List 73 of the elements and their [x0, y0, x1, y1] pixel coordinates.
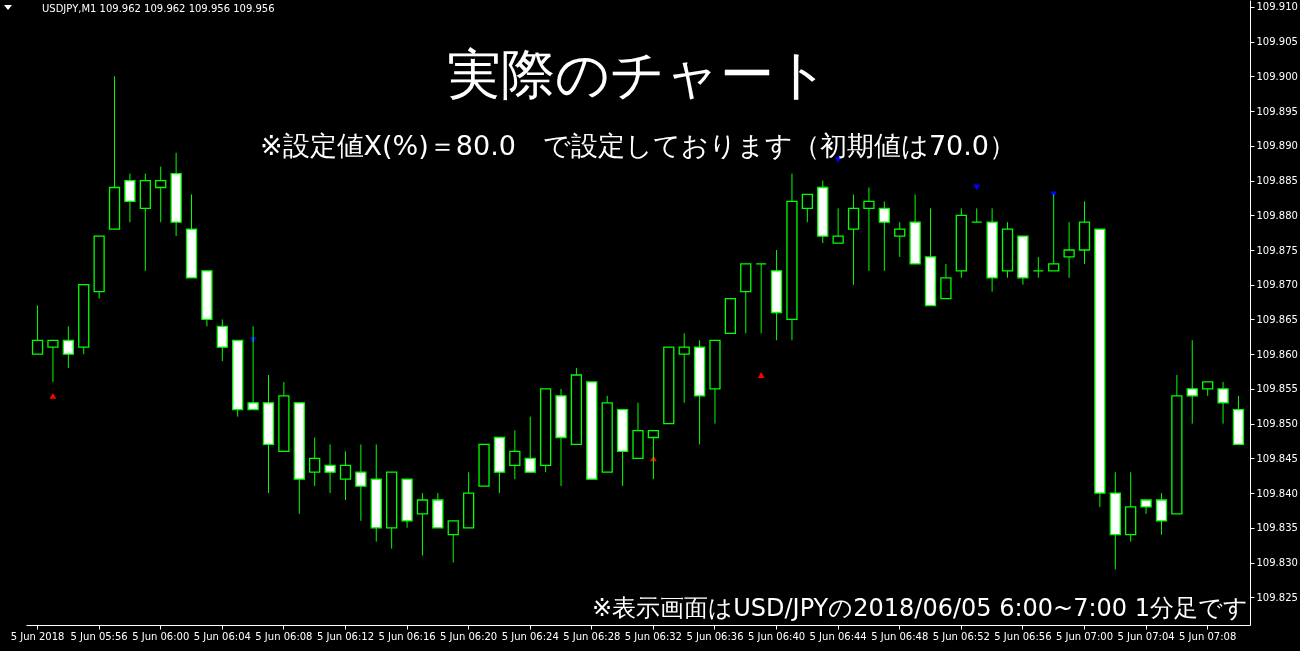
y-tick-label: 109.865 [1256, 313, 1298, 325]
y-tick-label: 109.835 [1256, 522, 1298, 534]
y-tick-label: 109.850 [1256, 418, 1298, 430]
candlestick [1217, 381, 1229, 425]
point [49, 392, 57, 399]
y-tick-label: 109.890 [1256, 140, 1298, 152]
x-tick-label: 5 Jun 06:24 [501, 630, 559, 642]
candlestick [47, 339, 59, 383]
candlestick [940, 263, 952, 300]
candlestick [339, 450, 352, 501]
x-tick-label: 5 Jun 07:00 [1055, 630, 1114, 642]
y-tick-label: 109.860 [1256, 348, 1298, 360]
x-tick-label: 5 Jun 06:56 [994, 630, 1052, 642]
candlestick [447, 520, 459, 563]
candlestick [324, 443, 336, 494]
x-tick-label: 5 Jun 06:40 [747, 630, 806, 642]
y-tick-label: 109.870 [1256, 279, 1298, 291]
x-tick-label: 5 Jun 06:36 [686, 630, 744, 642]
candlestick [524, 416, 536, 473]
text: ※設定値X(%)＝80.0 で設定しております（初期値は70.0） [259, 130, 1017, 161]
y-tick-label: 109.880 [1256, 209, 1298, 221]
candlestick [1063, 221, 1075, 279]
candlestick [801, 193, 814, 223]
candlestick [847, 193, 860, 286]
x-tick-label: 5 Jun 07:08 [1179, 630, 1237, 642]
x-tick-label: 5 Jun 06:32 [624, 630, 682, 642]
y-tick-label: 109.905 [1256, 36, 1298, 48]
x-tick-label: 5 Jun 05:56 [70, 630, 128, 642]
point [757, 372, 765, 378]
candlestick [1155, 492, 1168, 536]
candlestick [124, 173, 136, 223]
y-tick-label: 109.895 [1256, 105, 1298, 117]
x-tick-label: 5 Jun 06:08 [255, 630, 313, 642]
x-tick-label: 5 Jun 06:28 [563, 630, 621, 642]
y-tick-label: 109.855 [1256, 383, 1298, 395]
y-tick-label: 109.830 [1256, 557, 1298, 568]
candlestick [755, 263, 767, 334]
y-tick-label: 109.825 [1256, 591, 1298, 603]
candlestick [832, 207, 844, 244]
x-tick-label: 5 Jun 06:04 [193, 630, 251, 642]
y-tick-label: 109.900 [1256, 70, 1298, 82]
candlestick [355, 443, 367, 522]
candlestick [62, 325, 74, 369]
x-tick-label: 5 Jun 06:52 [932, 630, 990, 642]
annotation: ※表示画面はUSD/JPYの2018/06/05 6:00~7:00 1分足です [592, 594, 1248, 622]
candlestick [878, 200, 890, 272]
candlestick [894, 221, 906, 258]
candlestick [309, 437, 321, 487]
annotation: USDJPY,M1 109.962 109.962 109.956 109.956 [42, 3, 275, 14]
candlestick [863, 187, 875, 272]
candlestick [1186, 339, 1198, 425]
x-tick-label: 5 Jun 06:16 [378, 630, 436, 642]
candlestick [216, 318, 228, 362]
y-tick-label: 109.875 [1256, 244, 1298, 256]
candlestick [971, 207, 983, 223]
x-tick-label: 5 Jun 06:44 [809, 630, 867, 642]
x-tick-label: 5 Jun 2018 [10, 630, 65, 642]
candlestick [509, 430, 521, 480]
y-tick-label: 109.885 [1256, 175, 1298, 187]
y-tick-label: 109.845 [1256, 452, 1298, 464]
candlestick [416, 492, 429, 557]
text: 実際のチャート [447, 43, 829, 106]
y-tick-label: 109.840 [1256, 487, 1298, 499]
candlestick [155, 166, 167, 223]
x-tick-label: 5 Jun 06:48 [871, 630, 929, 642]
x-tick-label: 5 Jun 06:00 [132, 630, 190, 642]
candlestick [678, 332, 690, 404]
x-tick-label: 5 Jun 06:20 [440, 630, 498, 642]
x-tick-label: 5 Jun 06:12 [316, 630, 375, 642]
candlestick [31, 305, 44, 355]
x-tick-label: 5 Jun 07:04 [1117, 630, 1175, 642]
y-tick-label: 109.910 [1256, 1, 1298, 13]
candlestick [1032, 256, 1044, 279]
